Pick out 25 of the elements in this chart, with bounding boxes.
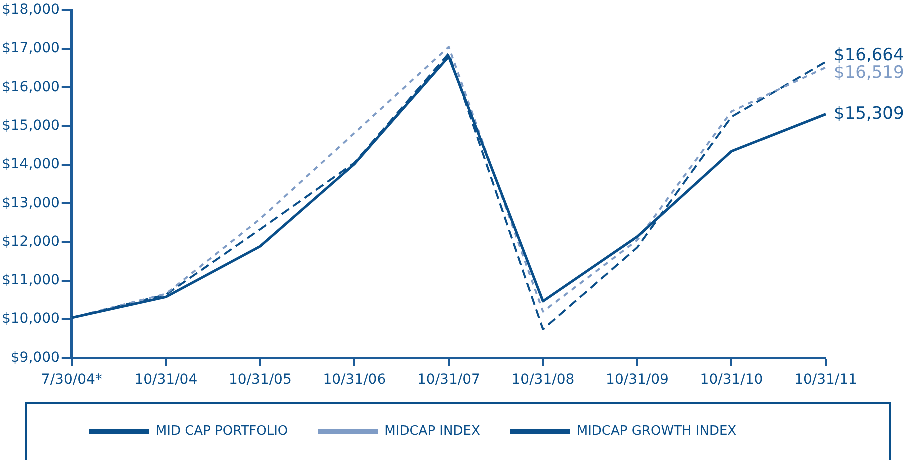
x-tick-label: 10/31/08	[512, 372, 575, 388]
x-tick-label: 10/31/09	[606, 372, 669, 388]
y-tick-label: $11,000	[2, 272, 60, 289]
y-tick-label: $13,000	[2, 195, 60, 212]
legend-label: MID CAP PORTFOLIO	[156, 424, 288, 439]
x-tick-label: 10/31/04	[134, 372, 198, 388]
data-label: $16,519	[834, 63, 904, 84]
legend-label: MIDCAP INDEX	[384, 424, 480, 439]
y-tick-label: $17,000	[2, 40, 60, 57]
data-label: $15,309	[834, 104, 904, 124]
y-tick-label: $12,000	[2, 234, 60, 250]
x-tick-label: 10/31/11	[794, 372, 858, 388]
x-tick-label: 10/31/06	[323, 372, 386, 388]
y-tick-label: $14,000	[2, 156, 60, 173]
y-tick-label: $9,000	[10, 350, 60, 366]
y-tick-label: $15,000	[2, 118, 60, 134]
x-tick-label: 10/31/05	[228, 372, 292, 388]
x-tick-label: 10/31/07	[418, 372, 480, 388]
legend-label: MIDCAP GROWTH INDEX	[576, 424, 737, 439]
data-label: $16,664	[834, 45, 904, 66]
x-tick-label: 7/30/04*	[41, 372, 102, 388]
y-tick-label: $16,000	[2, 79, 60, 96]
y-tick-label: $10,000	[2, 311, 60, 328]
x-tick-label: 10/31/10	[700, 372, 764, 388]
y-tick-label: $18,000	[2, 2, 60, 18]
